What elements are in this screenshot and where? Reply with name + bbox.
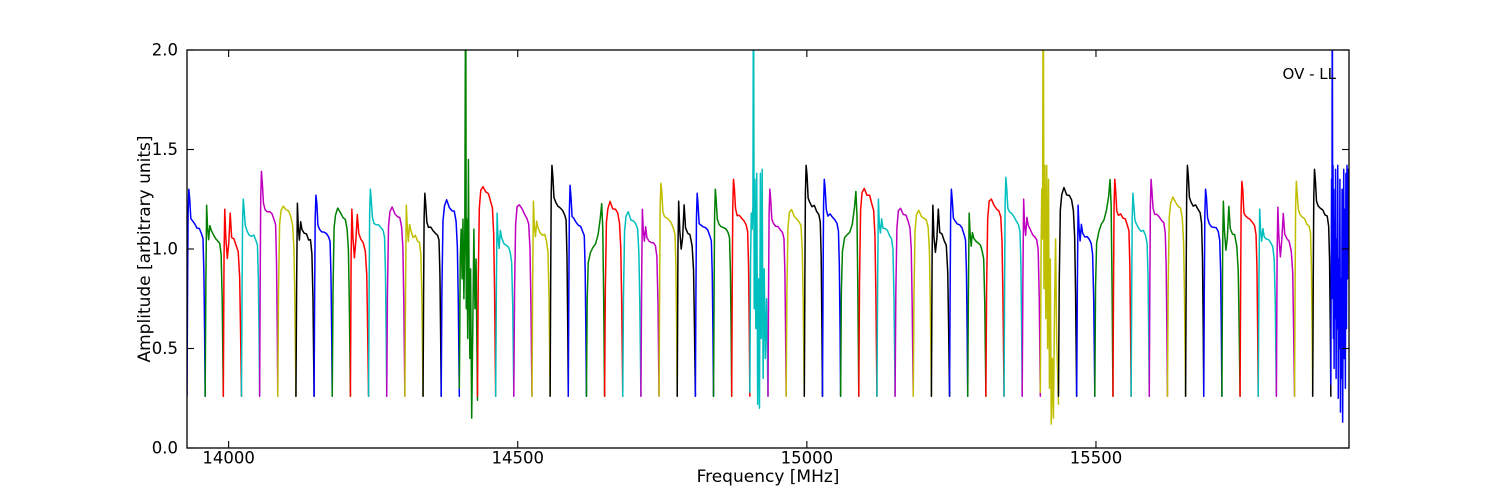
subband-curve	[1166, 196, 1187, 398]
subband-curve	[803, 164, 824, 398]
subband-curve	[1021, 198, 1042, 398]
subband-curve	[385, 206, 406, 398]
subband-curve	[603, 200, 624, 398]
x-tick-label: 15500	[1070, 449, 1123, 468]
subband-curve	[767, 188, 787, 398]
subband-curve	[1112, 178, 1132, 398]
y-tick-label: 1.0	[152, 240, 178, 259]
subband-curve	[277, 205, 297, 398]
subband-curve	[1148, 178, 1169, 398]
subband-curve	[422, 192, 442, 398]
subband-curve	[1203, 188, 1223, 398]
axis-ticks	[187, 49, 1349, 449]
y-tick-label: 2.0	[152, 41, 178, 60]
subband-curve	[1221, 200, 1241, 398]
subband-curve	[549, 164, 570, 398]
subband-curve	[567, 184, 588, 398]
subband-curve	[1311, 168, 1332, 398]
subband-curve	[1275, 206, 1296, 398]
subband-curve	[494, 212, 515, 398]
subband-curve	[476, 185, 497, 398]
subband-curve	[876, 198, 896, 398]
subband-curve	[730, 178, 751, 398]
x-tick-label: 14000	[202, 449, 255, 468]
subband-curve	[1257, 208, 1278, 398]
x-tick-label: 14500	[491, 449, 544, 468]
subband-curve	[858, 187, 878, 398]
subband-curve	[1184, 164, 1205, 398]
subband-curve	[948, 188, 969, 398]
subband-curves	[187, 50, 1349, 425]
subband-curve	[404, 204, 424, 398]
subband-curve	[1330, 50, 1349, 423]
subband-curve	[1293, 180, 1314, 398]
y-tick-label: 0.5	[152, 339, 178, 358]
y-tick-labels: 0.0 0.5 1.0 1.5 2.0	[152, 41, 178, 458]
subband-curve	[240, 198, 261, 398]
subband-curve	[458, 50, 479, 419]
subband-curve	[912, 209, 933, 398]
subband-curve	[349, 208, 370, 398]
x-tick-labels: 14000 14500 15000 15500	[202, 449, 1122, 468]
subband-curve	[1130, 192, 1151, 398]
subband-curve	[585, 202, 606, 398]
subband-curve	[313, 194, 333, 398]
subband-curve	[187, 188, 206, 398]
subband-curve	[295, 202, 315, 398]
subband-curve	[821, 178, 842, 398]
subband-curve	[1239, 180, 1259, 398]
y-axis-label: Amplitude [arbitrary units]	[135, 135, 155, 362]
subband-curve	[622, 210, 642, 398]
corner-annotation: OV - LL	[1283, 65, 1337, 83]
subband-curve	[1039, 50, 1060, 425]
subband-curve	[1075, 204, 1096, 398]
subband-curve	[1094, 178, 1114, 398]
subband-curve	[204, 204, 225, 398]
subband-curve	[839, 190, 860, 398]
subband-curve	[985, 198, 1005, 398]
subband-curve	[513, 204, 533, 398]
subband-curve	[894, 207, 914, 398]
subband-curve	[531, 200, 551, 398]
subband-curve	[640, 208, 660, 398]
subband-curve	[658, 182, 678, 398]
x-tick-label: 15000	[781, 449, 834, 468]
subband-curve	[966, 212, 987, 398]
y-tick-label: 1.5	[152, 140, 178, 159]
subband-curve	[676, 200, 697, 398]
x-axis-label: Frequency [MHz]	[697, 467, 840, 487]
subband-curve	[258, 170, 279, 398]
subband-curve	[749, 50, 769, 409]
subband-curve	[331, 207, 352, 398]
subband-curve	[694, 192, 715, 398]
subband-curve	[1057, 186, 1078, 398]
subband-curve	[712, 188, 733, 398]
subband-curve	[785, 208, 806, 398]
y-tick-label: 0.0	[152, 439, 178, 458]
subband-curve	[1003, 176, 1023, 398]
subband-curve	[222, 208, 243, 398]
subband-curve	[440, 199, 461, 398]
subband-curve	[367, 188, 388, 398]
subband-curve	[930, 204, 951, 398]
